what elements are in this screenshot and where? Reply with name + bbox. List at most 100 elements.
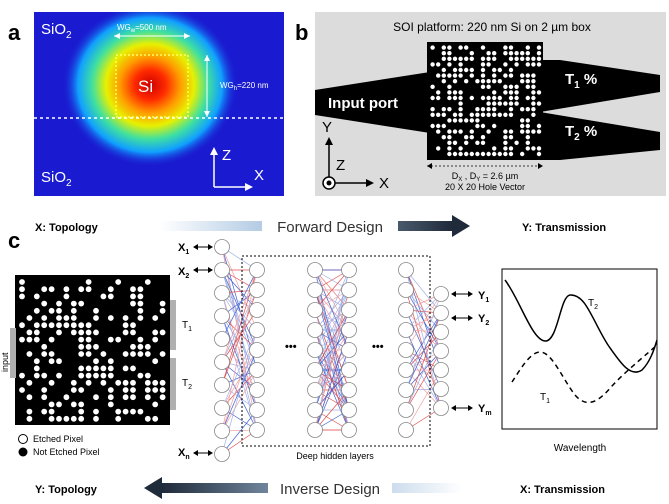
pixel [78,408,85,415]
topology-pixels [19,279,166,422]
pixel [122,394,129,401]
hole [508,67,514,73]
svg-text:20 X 20 Hole Vector: 20 X 20 Hole Vector [445,182,525,192]
si-label: Si [138,77,153,96]
pixel [48,408,55,415]
y1-label: Y1 [478,290,489,304]
connection [405,289,442,352]
connection [314,309,350,391]
pixel [122,379,129,386]
hole [486,95,491,101]
hole [525,62,530,67]
hole [486,56,491,61]
neuron [307,422,323,438]
pixel [130,351,136,357]
hole [492,151,497,157]
hole [497,101,502,106]
pixel [122,322,129,329]
hole [447,84,452,90]
hole [486,84,491,90]
hole [447,146,452,151]
pixel [56,307,62,314]
pixel [78,372,85,379]
pixel [63,415,70,422]
hole [508,101,514,106]
hole [486,101,491,106]
input-label: input [0,352,10,372]
pixel [19,279,25,285]
neuron [249,262,265,278]
panel-b-letter: b [295,20,308,45]
pixel [41,300,48,307]
pixel [33,293,40,300]
pixel [56,300,62,307]
hole [458,73,463,78]
pixel [48,401,55,408]
hole [525,123,530,129]
svg-text:X: X [254,167,264,184]
connection [221,369,258,409]
hole [525,45,530,50]
pixel [122,315,129,321]
neuron [398,422,414,438]
pixel [144,394,151,401]
inverse-design-label: Inverse Design [280,481,380,498]
hole [452,151,458,157]
pixel [78,387,85,393]
hole [492,123,497,129]
sio2-bottom-label: SiO2 [41,169,72,189]
pixel [93,408,99,415]
pixel [137,351,144,357]
hole [480,73,486,78]
hole [492,107,497,112]
pixel [78,415,85,422]
hole [486,151,491,157]
hole [492,67,497,73]
connection [221,292,258,351]
pixel [48,286,55,293]
neuron [249,322,265,338]
pixel [130,300,136,307]
hole [536,90,542,95]
pixel [33,336,40,343]
pixel [122,408,129,415]
pixel [107,336,114,343]
pixel [93,343,99,350]
pixel [70,401,77,408]
neuron [307,322,323,338]
hole [464,140,469,145]
neuron [307,282,323,298]
hole [536,51,542,56]
hole [480,135,486,140]
spectrum-plot [501,268,658,430]
pixel [78,322,85,329]
pixel [100,372,107,379]
hole [536,45,542,50]
hole [430,123,435,129]
hole [503,140,508,145]
pixel [144,343,151,350]
connection [314,289,350,351]
hole [520,123,525,129]
hole [436,62,441,67]
xn-label: Xn [178,447,190,461]
neuron [214,423,230,439]
hole [497,79,502,84]
pixel [19,322,25,329]
hole [480,112,486,118]
pixel [63,286,70,293]
network-nodes [214,239,449,462]
neuron [398,282,414,298]
pixel [107,315,114,321]
hole [492,112,497,118]
forward-left-label: X: Topology [35,222,99,234]
x2-label: X2 [178,266,189,280]
hole [525,146,530,151]
neuron [341,402,357,418]
hole [508,135,514,140]
hole [447,151,452,157]
neuron [307,342,323,358]
hole [452,67,458,73]
hole [464,135,469,140]
pixel [56,315,62,321]
